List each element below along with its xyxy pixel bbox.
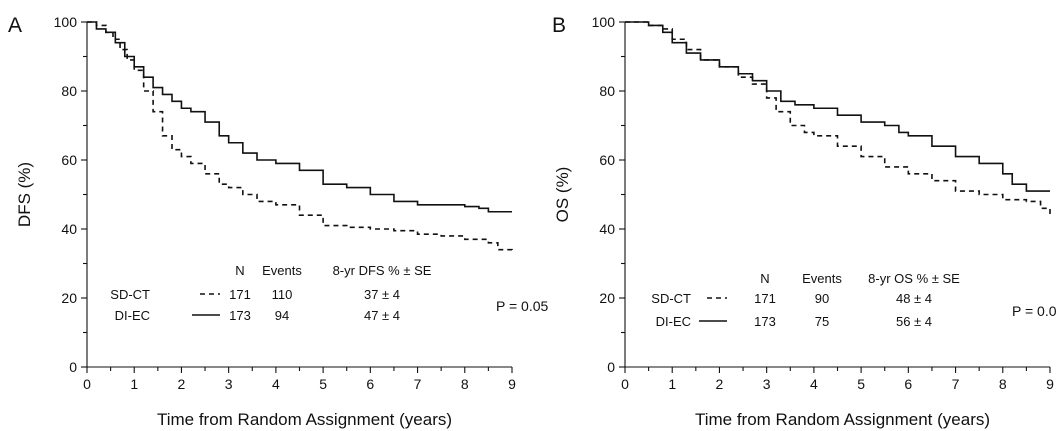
y-tick-label: 20 xyxy=(599,290,615,306)
x-tick-label: 3 xyxy=(225,376,233,392)
x-tick-label: 5 xyxy=(857,376,865,392)
x-tick-label: 9 xyxy=(1046,376,1054,392)
legend-header-events: Events xyxy=(262,263,302,278)
x-tick-label: 1 xyxy=(668,376,676,392)
legend-estimate: 47 ± 4 xyxy=(364,308,400,323)
y-tick-label: 100 xyxy=(54,14,78,30)
x-tick-label: 6 xyxy=(366,376,374,392)
legend-label-di-ec: DI-EC xyxy=(656,314,691,329)
legend-estimate: 56 ± 4 xyxy=(896,314,932,329)
legend-label-sd-ct: SD-CT xyxy=(651,291,691,306)
x-axis-title: Time from Random Assignment (years) xyxy=(695,410,990,429)
y-tick-label: 60 xyxy=(61,152,77,168)
legend-header-n: N xyxy=(760,271,769,286)
x-tick-label: 2 xyxy=(716,376,724,392)
x-tick-label: 1 xyxy=(130,376,138,392)
y-tick-label: 40 xyxy=(61,221,77,237)
legend-header-estimate: 8-yr DFS % ± SE xyxy=(333,263,432,278)
y-tick-label: 0 xyxy=(69,359,77,375)
x-tick-label: 2 xyxy=(178,376,186,392)
legend-label-di-ec: DI-EC xyxy=(115,308,150,323)
y-tick-label: 100 xyxy=(592,14,616,30)
legend-n: 173 xyxy=(229,308,251,323)
legend-n: 171 xyxy=(229,287,251,302)
y-tick-label: 40 xyxy=(599,221,615,237)
x-tick-label: 4 xyxy=(810,376,818,392)
x-tick-label: 8 xyxy=(999,376,1007,392)
x-tick-label: 4 xyxy=(272,376,280,392)
p-value: P = 0.05 xyxy=(496,298,549,314)
legend-n: 171 xyxy=(754,291,776,306)
y-tick-label: 0 xyxy=(607,359,615,375)
panel-b xyxy=(619,21,1051,373)
curve-di-ec xyxy=(625,21,1050,192)
y-axis-title: OS (%) xyxy=(553,167,572,223)
x-tick-label: 9 xyxy=(508,376,516,392)
y-tick-label: 80 xyxy=(599,83,615,99)
x-axis-title: Time from Random Assignment (years) xyxy=(157,410,452,429)
x-tick-label: 6 xyxy=(904,376,912,392)
y-axis-title: DFS (%) xyxy=(15,162,34,227)
legend-header-events: Events xyxy=(802,271,842,286)
legend-estimate: 37 ± 4 xyxy=(364,287,400,302)
x-tick-label: 7 xyxy=(952,376,960,392)
legend-events: 90 xyxy=(815,291,829,306)
panel-letter: B xyxy=(552,14,566,37)
legend-events: 94 xyxy=(275,308,289,323)
x-tick-label: 0 xyxy=(621,376,629,392)
legend-estimate: 48 ± 4 xyxy=(896,291,932,306)
x-tick-label: 0 xyxy=(83,376,91,392)
y-tick-label: 60 xyxy=(599,152,615,168)
x-tick-label: 5 xyxy=(319,376,327,392)
x-tick-label: 8 xyxy=(461,376,469,392)
panel-a xyxy=(81,21,513,373)
legend-header-n: N xyxy=(235,263,244,278)
curve-sd-ct xyxy=(87,21,513,254)
legend-header-estimate: 8-yr OS % ± SE xyxy=(868,271,960,286)
panel-letter: A xyxy=(8,14,22,37)
x-tick-label: 3 xyxy=(763,376,771,392)
y-tick-label: 80 xyxy=(61,83,77,99)
curve-di-ec xyxy=(87,21,512,213)
curve-sd-ct xyxy=(625,21,1051,216)
y-tick-label: 20 xyxy=(61,290,77,306)
legend-n: 173 xyxy=(754,314,776,329)
legend-label-sd-ct: SD-CT xyxy=(110,287,150,302)
legend-events: 75 xyxy=(815,314,829,329)
x-tick-label: 7 xyxy=(414,376,422,392)
p-value: P = 0.07 xyxy=(1012,303,1056,319)
legend-events: 110 xyxy=(272,287,293,302)
